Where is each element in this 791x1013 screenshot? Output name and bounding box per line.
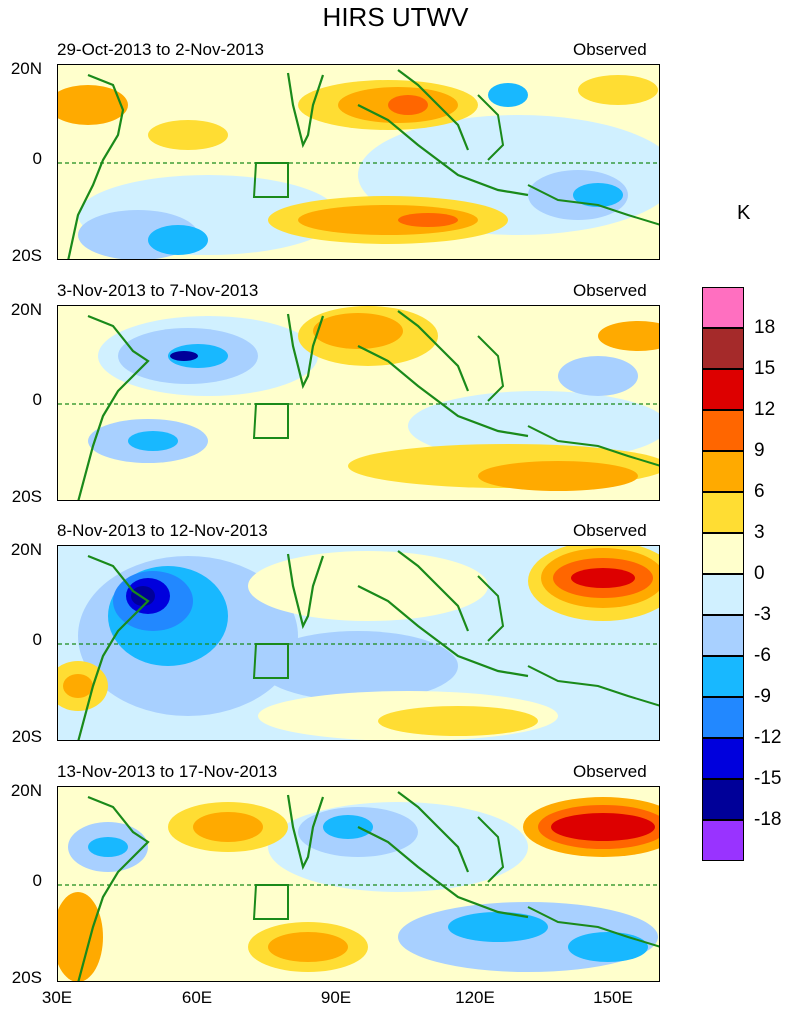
contour-field bbox=[58, 546, 659, 740]
colorbar-swatch bbox=[702, 328, 744, 369]
contour-map bbox=[57, 64, 660, 260]
lat-label-20s: 20S bbox=[11, 246, 42, 265]
colorbar-tick-label: -3 bbox=[754, 604, 771, 625]
contour-map bbox=[57, 545, 660, 741]
colorbar-swatch bbox=[702, 820, 744, 861]
lon-label-60e: 60E bbox=[181, 988, 213, 1007]
contour-field bbox=[58, 65, 659, 259]
colorbar-swatch bbox=[702, 451, 744, 492]
lat-label-20n: 20N bbox=[10, 540, 42, 559]
colorbar-tick-label: -9 bbox=[754, 686, 771, 707]
panel-date-range: 8-Nov-2013 to 12-Nov-2013 bbox=[57, 521, 268, 540]
contour-map bbox=[57, 305, 660, 501]
colorbar-tick-label: -6 bbox=[754, 645, 771, 666]
lat-label-20n: 20N bbox=[10, 59, 42, 78]
lon-label-90e: 90E bbox=[320, 988, 352, 1007]
colorbar-tick-label: -18 bbox=[754, 809, 782, 830]
colorbar-swatch bbox=[702, 656, 744, 697]
panel-date-range: 3-Nov-2013 to 7-Nov-2013 bbox=[57, 281, 259, 300]
contour-field bbox=[58, 787, 659, 981]
lon-label-150e: 150E bbox=[593, 988, 633, 1007]
colorbar-swatch bbox=[702, 492, 744, 533]
map-panel-2: 3-Nov-2013 to 7-Nov-2013 Observed 20N 0 … bbox=[0, 279, 700, 509]
lat-label-20n: 20N bbox=[10, 781, 42, 800]
colorbar-tick-label: 0 bbox=[754, 563, 765, 584]
panel-date-range: 29-Oct-2013 to 2-Nov-2013 bbox=[57, 40, 264, 59]
lat-label-0: 0 bbox=[32, 871, 42, 890]
lat-label-0: 0 bbox=[32, 149, 42, 168]
panel-observed-label: Observed bbox=[573, 762, 647, 781]
colorbar-swatch bbox=[702, 697, 744, 738]
contour-field bbox=[58, 306, 659, 500]
colorbar-swatch bbox=[702, 738, 744, 779]
colorbar-swatch bbox=[702, 779, 744, 820]
colorbar-tick-label: 15 bbox=[754, 358, 776, 379]
colorbar-tick-label: 18 bbox=[754, 317, 776, 338]
colorbar-swatch bbox=[702, 287, 744, 328]
panel-observed-label: Observed bbox=[573, 281, 647, 300]
panel-date-range: 13-Nov-2013 to 17-Nov-2013 bbox=[57, 762, 278, 781]
panel-observed-label: Observed bbox=[573, 521, 647, 540]
colorbar-swatch bbox=[702, 615, 744, 656]
colorbar-tick-label: 3 bbox=[754, 522, 765, 543]
contour-map bbox=[57, 786, 660, 982]
lat-label-20s: 20S bbox=[11, 727, 42, 746]
map-panel-1: 29-Oct-2013 to 2-Nov-2013 Observed 20N 0… bbox=[0, 38, 700, 268]
colorbar-swatch bbox=[702, 574, 744, 615]
figure-title: HIRS UTWV bbox=[322, 2, 469, 32]
map-panel-4: 13-Nov-2013 to 17-Nov-2013 Observed 20N … bbox=[0, 760, 700, 990]
colorbar-tick-label: 12 bbox=[754, 399, 776, 420]
colorbar-tick-label: -12 bbox=[754, 727, 782, 748]
colorbar-tick-label: -15 bbox=[754, 768, 782, 789]
colorbar-tick-label: 9 bbox=[754, 440, 765, 461]
lat-label-0: 0 bbox=[32, 630, 42, 649]
colorbar-tick-label: 6 bbox=[754, 481, 765, 502]
colorbar-unit: K bbox=[737, 202, 751, 224]
lat-label-20n: 20N bbox=[10, 300, 42, 319]
lat-label-0: 0 bbox=[32, 390, 42, 409]
lon-label-120e: 120E bbox=[455, 988, 495, 1007]
lat-label-20s: 20S bbox=[11, 968, 42, 987]
map-panel-3: 8-Nov-2013 to 12-Nov-2013 Observed 20N 0… bbox=[0, 519, 700, 749]
panel-observed-label: Observed bbox=[573, 40, 647, 59]
colorbar-swatch bbox=[702, 369, 744, 410]
lat-label-20s: 20S bbox=[11, 487, 42, 506]
colorbar-swatch bbox=[702, 533, 744, 574]
lon-label-30e: 30E bbox=[41, 988, 73, 1007]
colorbar-swatch bbox=[702, 410, 744, 451]
